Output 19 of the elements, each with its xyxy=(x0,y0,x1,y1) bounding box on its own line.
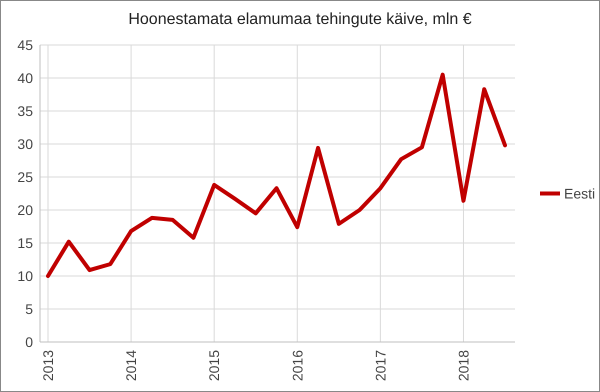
x-tick-label: 2017 xyxy=(372,350,388,382)
y-tick-label: 10 xyxy=(17,268,34,284)
x-tick-label: 2015 xyxy=(206,350,222,382)
x-tick-label: 2013 xyxy=(40,350,56,382)
y-tick-label: 20 xyxy=(17,202,34,218)
y-tick-label: 25 xyxy=(17,169,34,185)
y-tick-label: 45 xyxy=(17,37,34,53)
y-tick-label: 30 xyxy=(17,136,34,152)
x-tick-label: 2014 xyxy=(123,350,140,382)
y-tick-label: 40 xyxy=(17,70,34,86)
x-tick-label: 2018 xyxy=(455,350,472,382)
y-tick-label: 0 xyxy=(25,334,34,350)
legend-label: Eesti xyxy=(564,186,596,202)
y-tick-label: 5 xyxy=(25,301,34,317)
y-tick-label: 35 xyxy=(17,103,34,119)
line-series xyxy=(46,72,507,278)
y-tick-label: 15 xyxy=(17,235,34,251)
x-tick-label: 2016 xyxy=(289,350,306,382)
chart-title: Hoonestamata elamumaa tehingute käive, mln € xyxy=(128,11,472,28)
